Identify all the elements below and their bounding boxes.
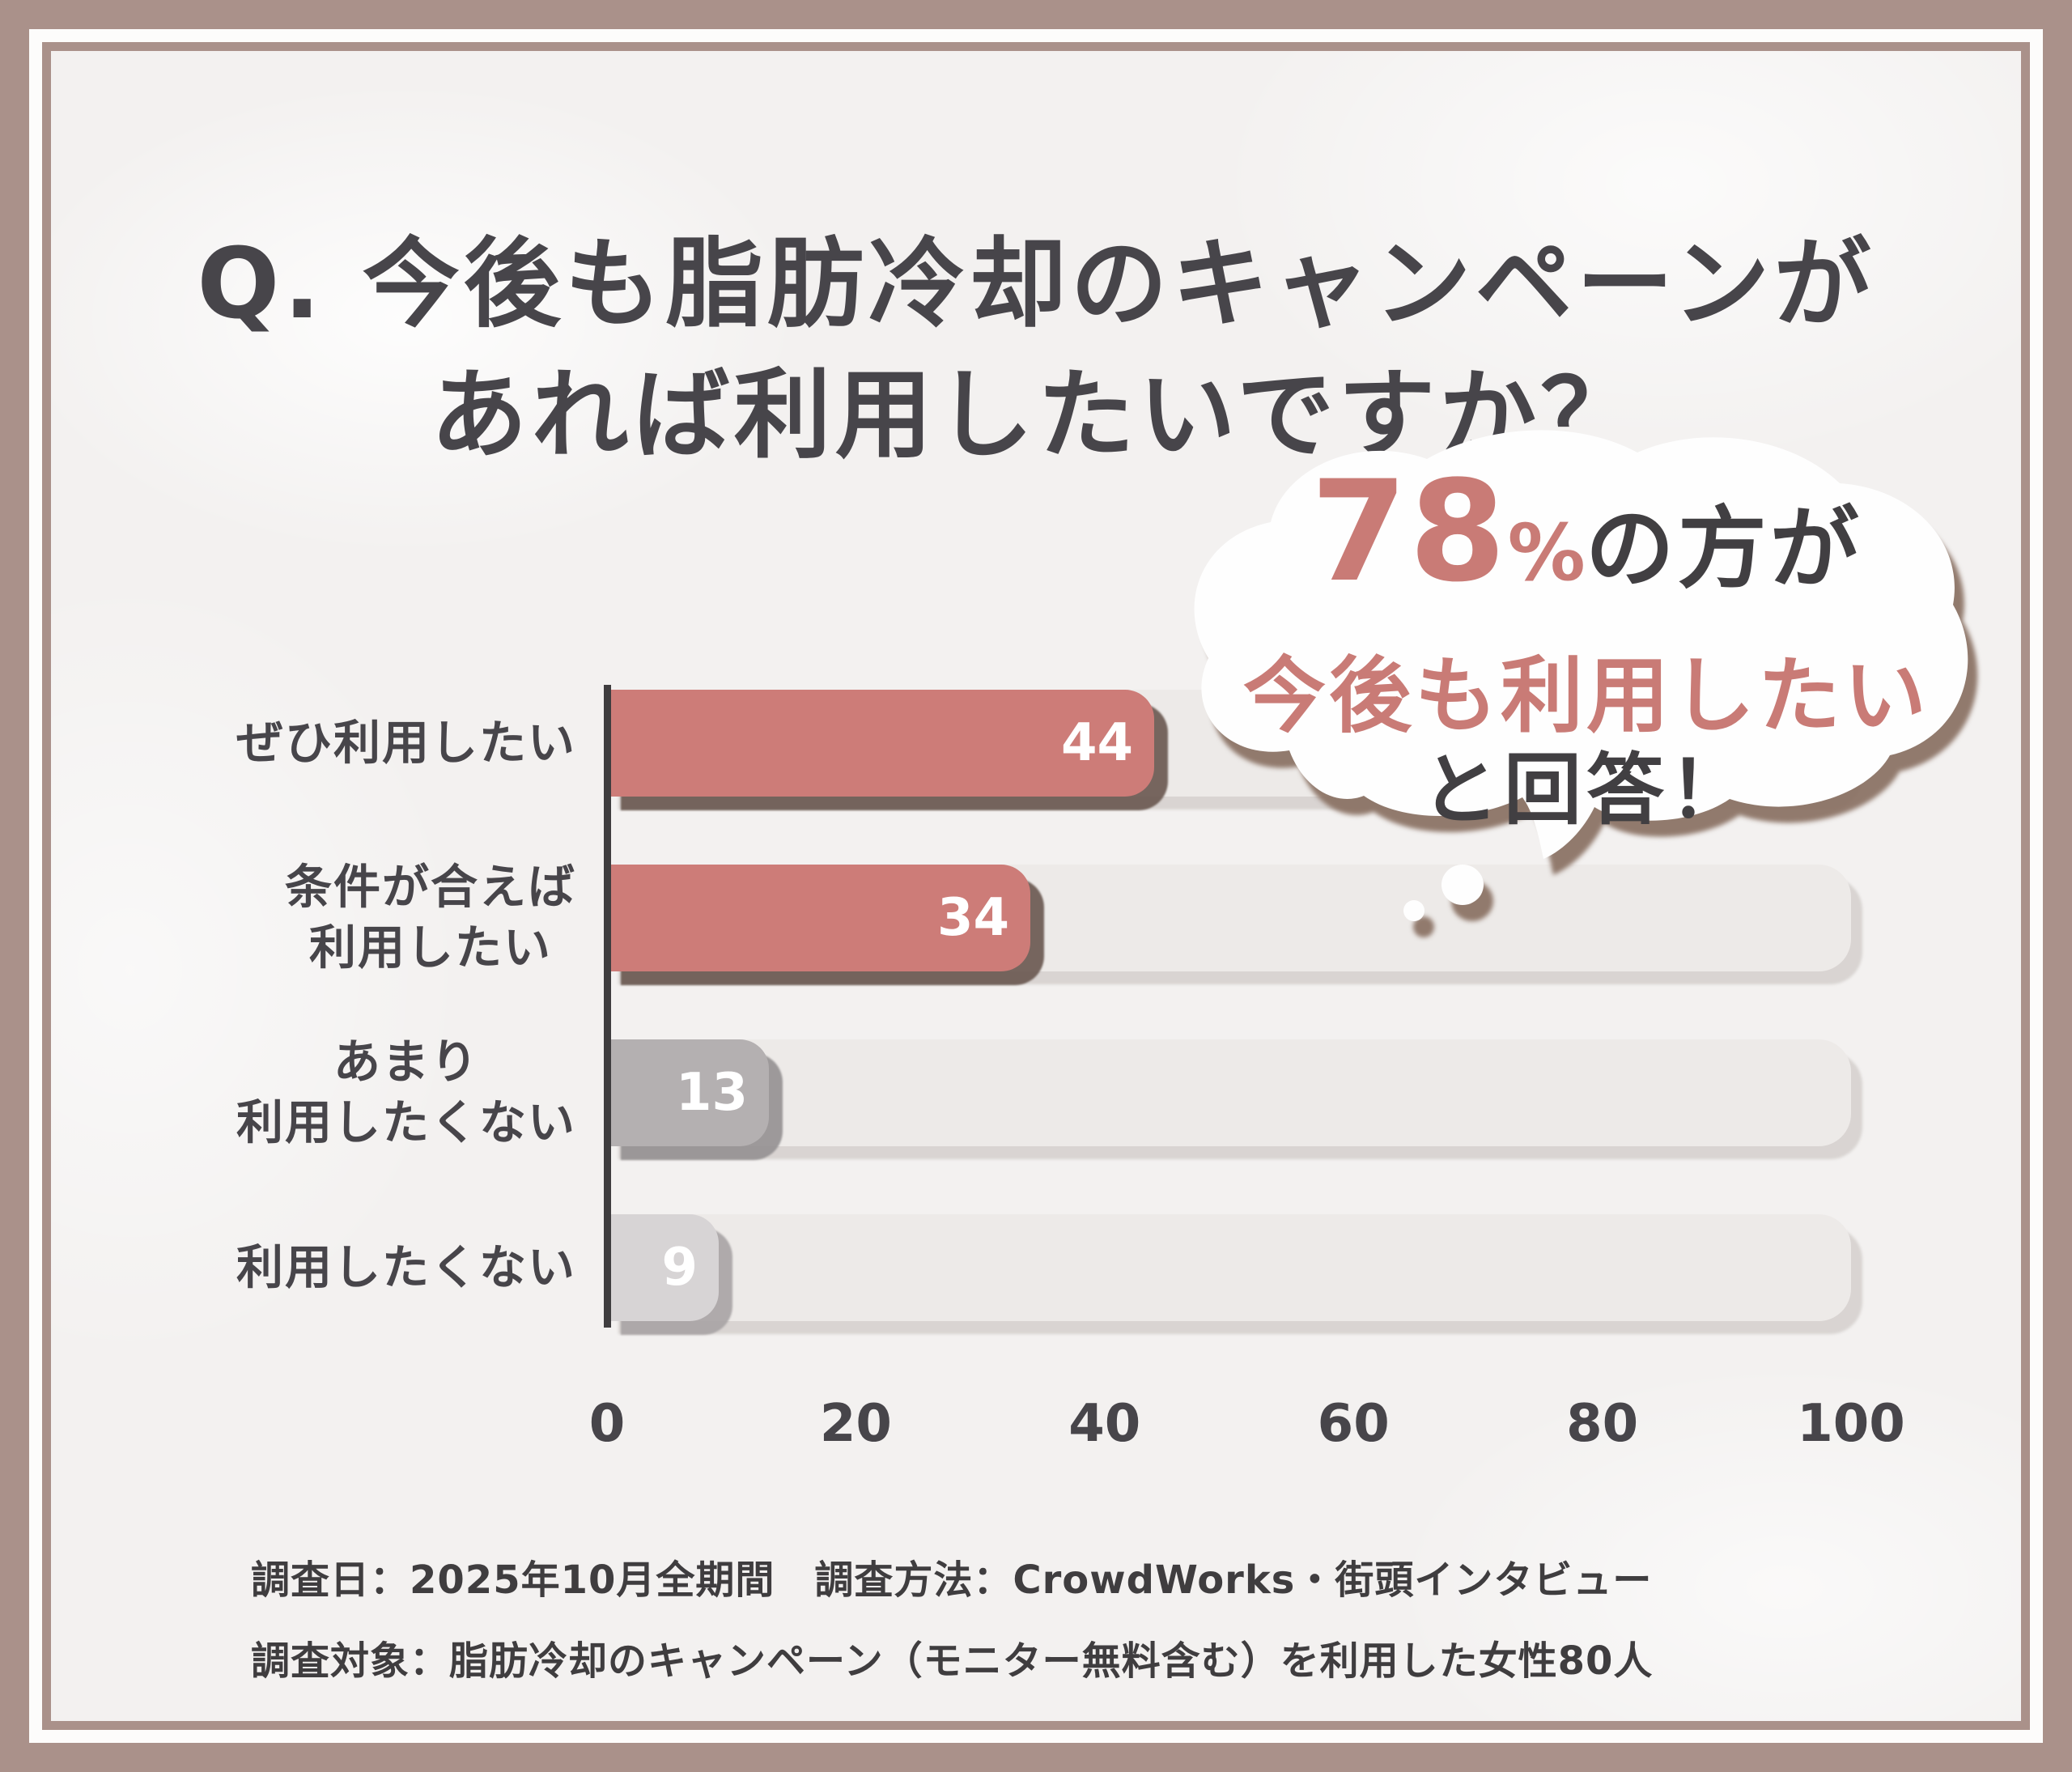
x-tick-label: 60 (1317, 1394, 1390, 1454)
bar-value-label: 44 (1060, 713, 1133, 773)
thought-dot-small (1403, 900, 1424, 921)
speech-bubble-body (1194, 430, 1968, 859)
x-tick-label: 0 (588, 1394, 626, 1454)
bubble-line2: 今後も利用したい (1243, 648, 1930, 745)
bar: 44 (607, 690, 1154, 797)
bar-value-label: 13 (675, 1063, 748, 1123)
bar-value-label: 9 (661, 1238, 698, 1298)
category-label: 利用したくない (236, 1239, 576, 1295)
page-title: Q. 今後も脂肪冷却のキャンペーンが あれば利用したいですか？ (51, 219, 2021, 482)
bubble-percent-sign: % (1507, 508, 1586, 598)
x-tick-label: 20 (819, 1394, 892, 1454)
footnote-line2: 調査対象：脂肪冷却のキャンペーン（モニター無料含む）を利用した女性80人 (251, 1638, 1654, 1684)
bar-track (607, 1039, 1851, 1146)
bar-track (607, 1214, 1851, 1321)
bar: 13 (607, 1039, 769, 1146)
thought-dot-large (1441, 865, 1484, 905)
x-tick-label: 40 (1068, 1394, 1141, 1454)
bar: 9 (607, 1214, 719, 1321)
x-tick-label: 100 (1797, 1394, 1905, 1454)
bubble-line1-suffix: の方が (1585, 497, 1862, 601)
bubble-percent-value: 78 (1310, 450, 1508, 613)
category-label: ぜひ利用したい (236, 715, 576, 771)
title-line1: Q. 今後も脂肪冷却のキャンペーンが (197, 228, 1875, 341)
bubble-line3: と回答！ (1421, 745, 1751, 835)
category-label: 条件が合えば 利用したい (284, 859, 576, 975)
bar-value-label: 34 (936, 888, 1009, 948)
bar: 34 (607, 865, 1030, 971)
bubble-line1: 78%の方が (1190, 450, 1983, 613)
y-axis-line (604, 685, 611, 1328)
x-tick-label: 80 (1566, 1394, 1639, 1454)
survey-footnote: 調査日：2025年10月全期間 調査方法：CrowdWorks・街頭インタビュー… (251, 1548, 1653, 1710)
category-label: あまり 利用したくない (236, 1034, 576, 1150)
speech-bubble (1194, 430, 1968, 921)
title-line2: あれば利用したいですか？ (430, 359, 1642, 472)
footnote-line1: 調査日：2025年10月全期間 調査方法：CrowdWorks・街頭インタビュー (251, 1557, 1653, 1603)
